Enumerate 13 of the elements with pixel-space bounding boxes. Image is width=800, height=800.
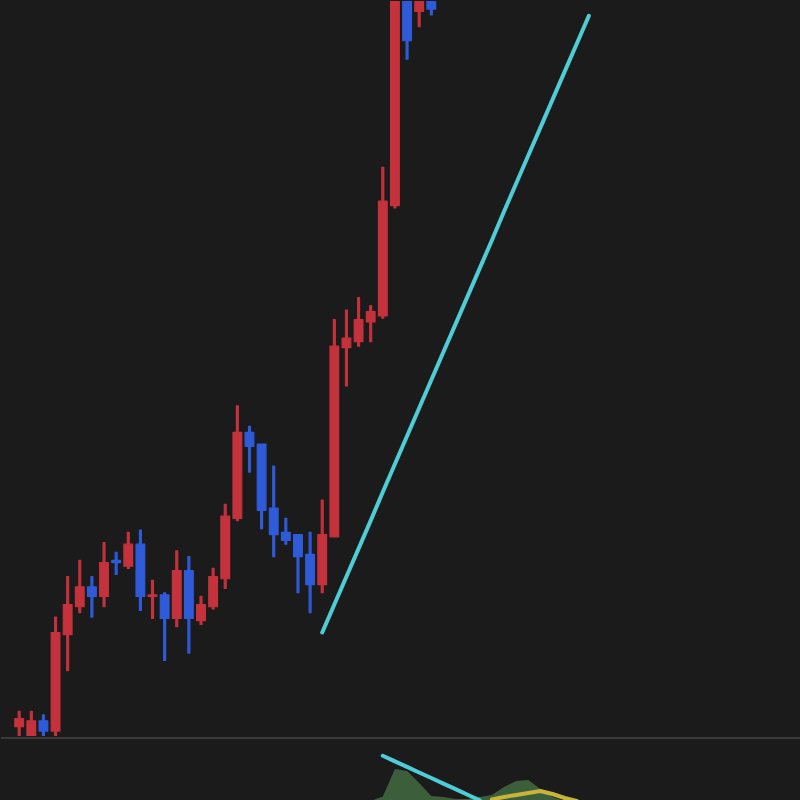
candlestick	[159, 592, 170, 662]
candlestick	[99, 542, 109, 608]
candlestick	[86, 575, 97, 618]
candlestick	[135, 529, 146, 612]
candlestick	[414, 1, 425, 28]
candlestick	[38, 714, 49, 736]
candlestick	[111, 551, 122, 575]
candlestick	[402, 1, 413, 60]
candlestick	[171, 550, 182, 628]
candlestick	[123, 531, 134, 570]
candlestick	[426, 1, 437, 16]
candlestick	[147, 579, 158, 620]
candlestick	[183, 556, 194, 654]
